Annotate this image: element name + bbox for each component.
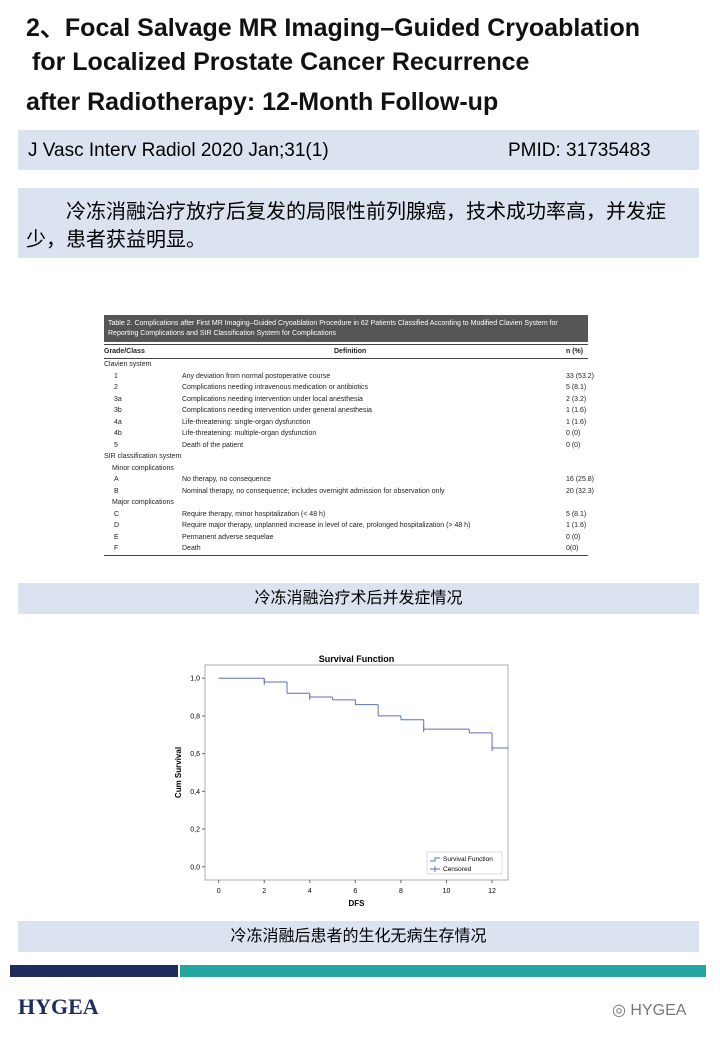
column-header: n (%) xyxy=(566,348,584,355)
y-tick-label: 1,0 xyxy=(190,676,200,683)
citation: J Vasc Interv Radiol 2020 Jan;31(1) xyxy=(28,140,329,161)
grade: 4b xyxy=(114,430,122,437)
x-tick-label: 12 xyxy=(488,888,496,895)
grade: A xyxy=(114,476,119,483)
title-line: for Localized Prostate Cancer Recurrence xyxy=(32,48,530,76)
x-axis-label: DFS xyxy=(349,899,366,908)
definition: Life-threatening: single-organ dysfuncti… xyxy=(182,418,311,426)
y-tick-label: 0,2 xyxy=(190,827,200,834)
x-tick-label: 0 xyxy=(217,888,221,895)
definition: Nominal therapy, no consequence; include… xyxy=(182,487,445,495)
definition: Death xyxy=(182,545,201,552)
x-tick-label: 10 xyxy=(443,888,451,895)
grade: 3b xyxy=(114,407,122,414)
definition: Permanent adverse sequelae xyxy=(182,533,274,541)
grade: 5 xyxy=(114,441,118,449)
chart-note: 冷冻消融后患者的生化无病生存情况 xyxy=(18,921,699,952)
column-header: Grade/Class xyxy=(104,348,145,355)
definition: Any deviation from normal postoperative … xyxy=(182,372,331,380)
count: 16 (25.8) xyxy=(566,476,595,483)
x-tick-label: 4 xyxy=(308,888,312,895)
x-tick-label: 2 xyxy=(262,888,266,895)
table: Table 2. Complications after First MR Im… xyxy=(104,315,594,557)
grade: 2 xyxy=(114,384,118,391)
grade: E xyxy=(114,533,119,541)
grade: B xyxy=(114,487,119,495)
count: 0 (0) xyxy=(566,430,581,437)
count: 1 (1.6) xyxy=(566,522,587,529)
definition: Death of the patient xyxy=(182,441,244,449)
grade: 1 xyxy=(114,372,118,380)
title-line: after Radiotherapy: 12-Month Follow-up xyxy=(26,88,499,116)
subsection-label: Minor complications xyxy=(112,464,174,472)
y-tick-label: 0,0 xyxy=(190,864,200,871)
y-tick-label: 0,8 xyxy=(190,713,200,720)
definition: No therapy, no consequence xyxy=(182,476,271,483)
legend-label: Survival Function xyxy=(443,856,493,863)
x-tick-label: 6 xyxy=(353,888,357,895)
definition: Require therapy, minor hospitalization (… xyxy=(182,510,326,518)
count: 0 (0) xyxy=(566,533,581,541)
definition: Complications needing intravenous medica… xyxy=(182,384,368,391)
count: 1 (1.6) xyxy=(566,407,587,414)
legend-box xyxy=(426,851,503,875)
legend-swatch xyxy=(430,857,440,862)
watermark: ◎ HYGEA xyxy=(612,1002,687,1019)
title-line: 2、Focal Salvage MR Imaging–Guided Cryoab… xyxy=(26,14,641,42)
section-label: Clavien system xyxy=(104,361,152,368)
count: 2 (3.2) xyxy=(566,395,587,403)
x-tick-label: 8 xyxy=(399,888,403,895)
count: 5 (8.1) xyxy=(566,384,587,391)
section-label: SIR classification system xyxy=(104,453,182,460)
count: 20 (32.3) xyxy=(566,487,595,495)
pmid: PMID: 31735483 xyxy=(508,140,651,161)
grade: C xyxy=(114,510,120,518)
definition: Life-threatening: multiple-organ dysfunc… xyxy=(182,430,317,437)
citation-box: J Vasc Interv Radiol 2020 Jan;31(1) PMID… xyxy=(18,130,699,170)
table-note: 冷冻消融治疗术后并发症情况 xyxy=(18,583,699,614)
count: 33 (53.2) xyxy=(566,372,595,380)
count: 0(0) xyxy=(566,545,579,552)
y-tick-label: 0,6 xyxy=(190,751,200,758)
count: 0 (0) xyxy=(566,441,581,449)
grade: D xyxy=(114,522,120,529)
plot-area xyxy=(204,664,509,881)
table-caption: Table 2. Complications after First MR Im… xyxy=(104,315,588,342)
definition: Require major therapy, unplanned increas… xyxy=(182,522,471,529)
chart: Survival Function DFS Cum Survival 0 2 4 6 8 10 1… xyxy=(174,654,509,908)
legend-label: Censored xyxy=(443,866,472,873)
grade: F xyxy=(114,545,119,552)
count: 1 (1.6) xyxy=(566,418,587,426)
logo: HYGEA xyxy=(18,994,99,1019)
subsection-label: Major complications xyxy=(112,499,174,506)
summary: 冷冻消融治疗放疗后复发的局限性前列腺癌，技术成功率高，并发症少，患者获益明显。 xyxy=(26,201,666,251)
chart-title: Survival Function xyxy=(319,654,395,664)
footer-bar xyxy=(10,965,178,977)
column-header: Definition xyxy=(334,348,367,355)
y-tick-label: 0,4 xyxy=(190,789,200,796)
definition: Complications needing intervention under… xyxy=(182,395,363,403)
grade: 4a xyxy=(114,418,122,426)
watermark-text: HYGEA xyxy=(630,1002,687,1019)
summary-box: 冷冻消融治疗放疗后复发的局限性前列腺癌，技术成功率高，并发症少，患者获益明显。 xyxy=(18,188,699,258)
footer-bar xyxy=(180,965,706,977)
count: 5 (8.1) xyxy=(566,510,587,518)
definition: Complications needing intervention under… xyxy=(182,407,372,414)
y-axis-label: Cum Survival xyxy=(174,747,183,798)
grade: 3a xyxy=(114,395,122,403)
